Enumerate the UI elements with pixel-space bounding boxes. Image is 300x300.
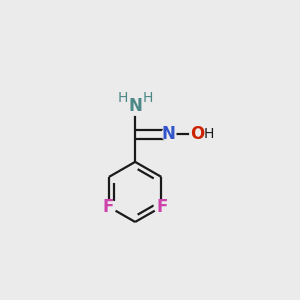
Text: H: H bbox=[117, 91, 128, 105]
Text: O: O bbox=[190, 125, 204, 143]
Circle shape bbox=[102, 200, 116, 214]
Circle shape bbox=[126, 98, 144, 115]
Circle shape bbox=[162, 127, 176, 141]
Circle shape bbox=[154, 200, 168, 214]
Text: N: N bbox=[128, 98, 142, 116]
Text: F: F bbox=[102, 198, 113, 216]
Text: N: N bbox=[162, 125, 176, 143]
Text: H: H bbox=[143, 91, 153, 105]
Circle shape bbox=[190, 127, 204, 141]
Text: H: H bbox=[204, 127, 214, 141]
Text: F: F bbox=[157, 198, 168, 216]
